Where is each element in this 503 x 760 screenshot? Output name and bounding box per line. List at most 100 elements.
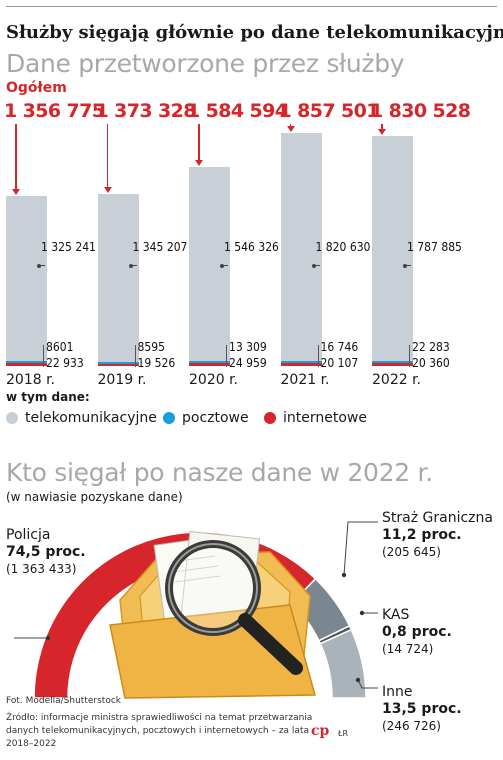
total-arrow-head-icon bbox=[286, 126, 295, 132]
value-label-telekomunikacyjne: 1 345 207 bbox=[132, 240, 188, 254]
legend-label: pocztowe bbox=[182, 410, 249, 426]
value-label-telekomunikacyjne: 1 787 885 bbox=[407, 240, 462, 254]
leader-dot-icon bbox=[45, 635, 51, 641]
leader-straz-graniczna bbox=[343, 521, 378, 576]
value-label-pocztowe: 16 746 bbox=[320, 340, 359, 354]
bar-pocztowe bbox=[6, 361, 47, 364]
bar-chart-title: Dane przetworzone przez służby bbox=[6, 49, 405, 78]
slice-name: KAS bbox=[382, 607, 410, 623]
leader-dot-icon bbox=[355, 677, 361, 683]
value-label-telekomunikacyjne: 1 325 241 bbox=[41, 240, 96, 254]
bar-pocztowe bbox=[280, 361, 322, 364]
legend-title: w tym dane: bbox=[6, 390, 90, 404]
slice-policja: Policja 74,5 proc. (1 363 433) bbox=[6, 527, 86, 578]
pie-chart-title: Kto sięgał po nasze dane w 2022 r. bbox=[6, 458, 433, 487]
slice-count: (205 645) bbox=[382, 545, 441, 559]
total-arrow-head-icon bbox=[12, 188, 20, 195]
slice-inne: Inne 13,5 proc. (246 726) bbox=[382, 684, 462, 735]
legend-item-telekomunikacyjne: telekomunikacyjne bbox=[6, 410, 157, 426]
total-arrow-head-icon bbox=[195, 160, 203, 167]
total-label: Ogółem bbox=[6, 80, 67, 96]
total-value: 1 356 775 bbox=[4, 100, 105, 122]
pointer-line bbox=[313, 265, 320, 266]
total-arrow-line bbox=[198, 124, 200, 162]
pie-chart-subtitle: (w nawiasie pozyskane dane) bbox=[6, 490, 183, 504]
total-arrow-line bbox=[289, 124, 291, 127]
slice-count: (14 724) bbox=[382, 642, 434, 656]
total-arrow-line bbox=[381, 124, 383, 131]
legend-dot-grey-icon bbox=[6, 412, 18, 424]
slice-count: (1 363 433) bbox=[6, 562, 77, 576]
total-value: 1 830 528 bbox=[370, 100, 471, 122]
value-label-telekomunikacyjne: 1 546 326 bbox=[224, 240, 279, 254]
value-label-internetowe: 20 107 bbox=[320, 356, 359, 370]
slice-name: Policja bbox=[6, 527, 51, 543]
bracket-line bbox=[134, 345, 136, 367]
top-rule bbox=[6, 6, 497, 7]
value-label-internetowe: 20 360 bbox=[412, 356, 450, 370]
total-arrow-line bbox=[106, 124, 108, 188]
pointer-dot-icon bbox=[128, 264, 133, 268]
pointer-line bbox=[405, 265, 411, 266]
photo-credit: Fot. Modella/Shutterstock bbox=[6, 696, 121, 706]
value-label-pocztowe: 22 283 bbox=[412, 340, 450, 354]
value-label-pocztowe: 8595 bbox=[137, 340, 165, 354]
bar-internetowe bbox=[6, 363, 47, 366]
author-initials: ŁR bbox=[338, 729, 349, 738]
legend-item-internetowe: internetowe bbox=[264, 410, 367, 426]
half-donut-chart bbox=[14, 521, 378, 699]
donut-slice-3 bbox=[319, 628, 367, 699]
bar-pocztowe bbox=[189, 360, 230, 363]
slice-kas: KAS 0,8 proc. (14 724) bbox=[382, 607, 452, 658]
slice-name: Straż Graniczna bbox=[382, 510, 493, 526]
total-arrow-head-icon bbox=[103, 186, 112, 193]
legend-item-pocztowe: pocztowe bbox=[163, 410, 249, 426]
pointer-line bbox=[222, 265, 228, 266]
slice-percent: 74,5 proc. bbox=[6, 544, 86, 560]
slice-percent: 11,2 proc. bbox=[382, 527, 462, 543]
leader-inne bbox=[357, 679, 378, 689]
year-label: 2021 r. bbox=[280, 372, 330, 388]
value-label-internetowe: 24 959 bbox=[229, 356, 267, 370]
year-label: 2020 r. bbox=[189, 372, 238, 388]
value-label-internetowe: 19 526 bbox=[137, 356, 176, 370]
pointer-dot-icon bbox=[220, 264, 224, 268]
bar-pocztowe bbox=[97, 361, 139, 364]
slice-name: Inne bbox=[382, 684, 413, 700]
bar-telekomunikacyjne bbox=[372, 136, 413, 361]
bar-internetowe bbox=[189, 362, 230, 366]
pointer-dot-icon bbox=[403, 264, 407, 268]
slice-count: (246 726) bbox=[382, 719, 441, 733]
total-value: 1 373 328 bbox=[95, 100, 197, 122]
value-label-internetowe: 22 933 bbox=[46, 356, 84, 370]
year-label: 2019 r. bbox=[97, 372, 147, 388]
leader-dot-icon bbox=[359, 610, 365, 616]
publisher-logo: cp bbox=[311, 723, 330, 739]
total-arrow-head-icon bbox=[378, 129, 386, 136]
legend-dot-red-icon bbox=[264, 412, 276, 424]
slice-straz-graniczna: Straż Graniczna 11,2 proc. (205 645) bbox=[382, 510, 497, 561]
total-value: 1 584 594 bbox=[187, 100, 288, 122]
pointer-line bbox=[130, 265, 137, 266]
value-label-pocztowe: 13 309 bbox=[229, 340, 267, 354]
headline: Służby sięgają głównie po dane telekomun… bbox=[6, 22, 503, 43]
bar-pocztowe bbox=[372, 360, 413, 364]
leader-dot-icon bbox=[341, 572, 347, 578]
bar-telekomunikacyjne bbox=[280, 133, 322, 362]
bracket-line bbox=[409, 345, 410, 367]
folder-magnifier-illustration bbox=[109, 531, 316, 699]
total-arrow-line bbox=[15, 124, 17, 190]
bar-internetowe bbox=[97, 363, 139, 366]
bracket-line bbox=[317, 345, 319, 367]
bar-telekomunikacyjne bbox=[6, 195, 47, 362]
pointer-dot-icon bbox=[37, 264, 41, 268]
bar-internetowe bbox=[280, 363, 322, 366]
legend-label: internetowe bbox=[283, 410, 367, 426]
value-label-pocztowe: 8601 bbox=[46, 340, 74, 354]
slice-percent: 13,5 proc. bbox=[382, 701, 462, 717]
bracket-line bbox=[43, 345, 44, 367]
bar-telekomunikacyjne bbox=[97, 193, 139, 362]
legend-label: telekomunikacyjne bbox=[25, 410, 157, 426]
bar-internetowe bbox=[372, 363, 413, 366]
value-label-telekomunikacyjne: 1 820 630 bbox=[315, 240, 371, 254]
